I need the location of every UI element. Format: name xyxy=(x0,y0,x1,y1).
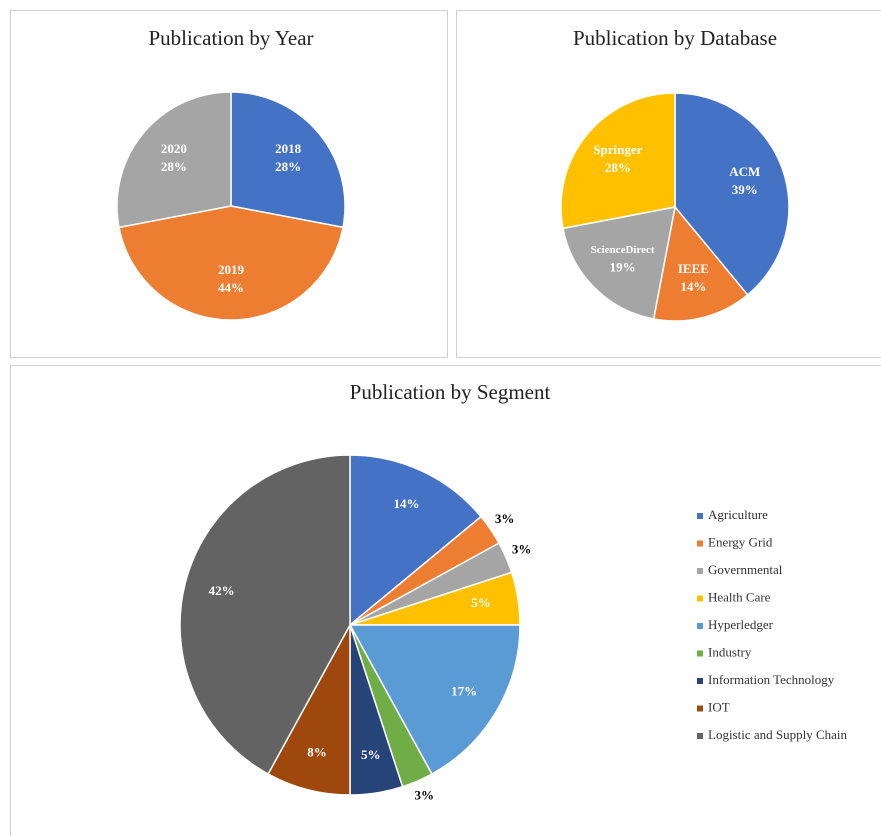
data-label: 39% xyxy=(732,182,758,197)
pie-slice xyxy=(116,91,232,229)
pie-slice xyxy=(179,454,351,775)
legend-label: Logistic and Supply Chain xyxy=(708,727,848,742)
data-label: 14% xyxy=(680,279,706,294)
chart-title: Publication by Year xyxy=(148,26,313,50)
legend-label: Hyperledger xyxy=(708,617,774,632)
data-label: 8% xyxy=(307,744,327,759)
data-label: 3% xyxy=(415,788,435,803)
legend-label: Industry xyxy=(708,644,752,659)
data-label: 14% xyxy=(393,496,419,511)
pie-slice xyxy=(652,205,749,322)
data-label-name: IEEE xyxy=(678,261,709,276)
pie-slice xyxy=(562,206,676,320)
legend-label: Energy Grid xyxy=(708,534,773,549)
chart-title: Publication by Database xyxy=(573,26,777,50)
legend-swatch xyxy=(697,568,703,574)
legend-swatch xyxy=(697,650,703,657)
pie-slice xyxy=(349,454,483,627)
legend-swatch xyxy=(697,623,703,629)
data-label: 3% xyxy=(512,542,532,557)
data-label: 44% xyxy=(218,280,244,295)
legend-label: Agriculture xyxy=(708,507,768,522)
data-label-name: 2019 xyxy=(218,262,245,277)
data-label: 28% xyxy=(605,160,631,175)
data-label-name: ACM xyxy=(729,164,760,179)
chart-title: Publication by Segment xyxy=(350,380,551,404)
data-label: 19% xyxy=(610,259,636,274)
legend-swatch xyxy=(697,733,703,739)
data-label: 5% xyxy=(471,595,491,610)
pie-slice xyxy=(674,92,790,296)
legend-swatch xyxy=(697,678,703,684)
data-label: 28% xyxy=(275,159,301,174)
data-label-name: 2020 xyxy=(161,141,187,156)
legend-swatch xyxy=(697,540,703,547)
data-label-name: Springer xyxy=(593,142,642,157)
legend-label: IOT xyxy=(708,699,730,714)
data-label-name: 2018 xyxy=(275,141,302,156)
legend-swatch xyxy=(697,595,703,602)
pie-slice xyxy=(118,205,344,321)
data-label: 5% xyxy=(361,747,381,762)
legend-label: Governmental xyxy=(708,562,783,577)
data-label-name: ScienceDirect xyxy=(591,244,655,256)
data-label: 28% xyxy=(161,159,187,174)
data-label: 17% xyxy=(451,683,477,698)
legend-label: Information Technology xyxy=(708,672,835,687)
pie-slice xyxy=(230,91,346,229)
legend-swatch xyxy=(697,705,703,712)
pie-slice xyxy=(348,624,521,775)
data-label: 42% xyxy=(209,583,235,598)
legend-label: Health Care xyxy=(708,589,771,604)
data-label: 3% xyxy=(495,511,515,526)
legend-swatch xyxy=(697,513,703,519)
pie-slice xyxy=(560,92,676,230)
